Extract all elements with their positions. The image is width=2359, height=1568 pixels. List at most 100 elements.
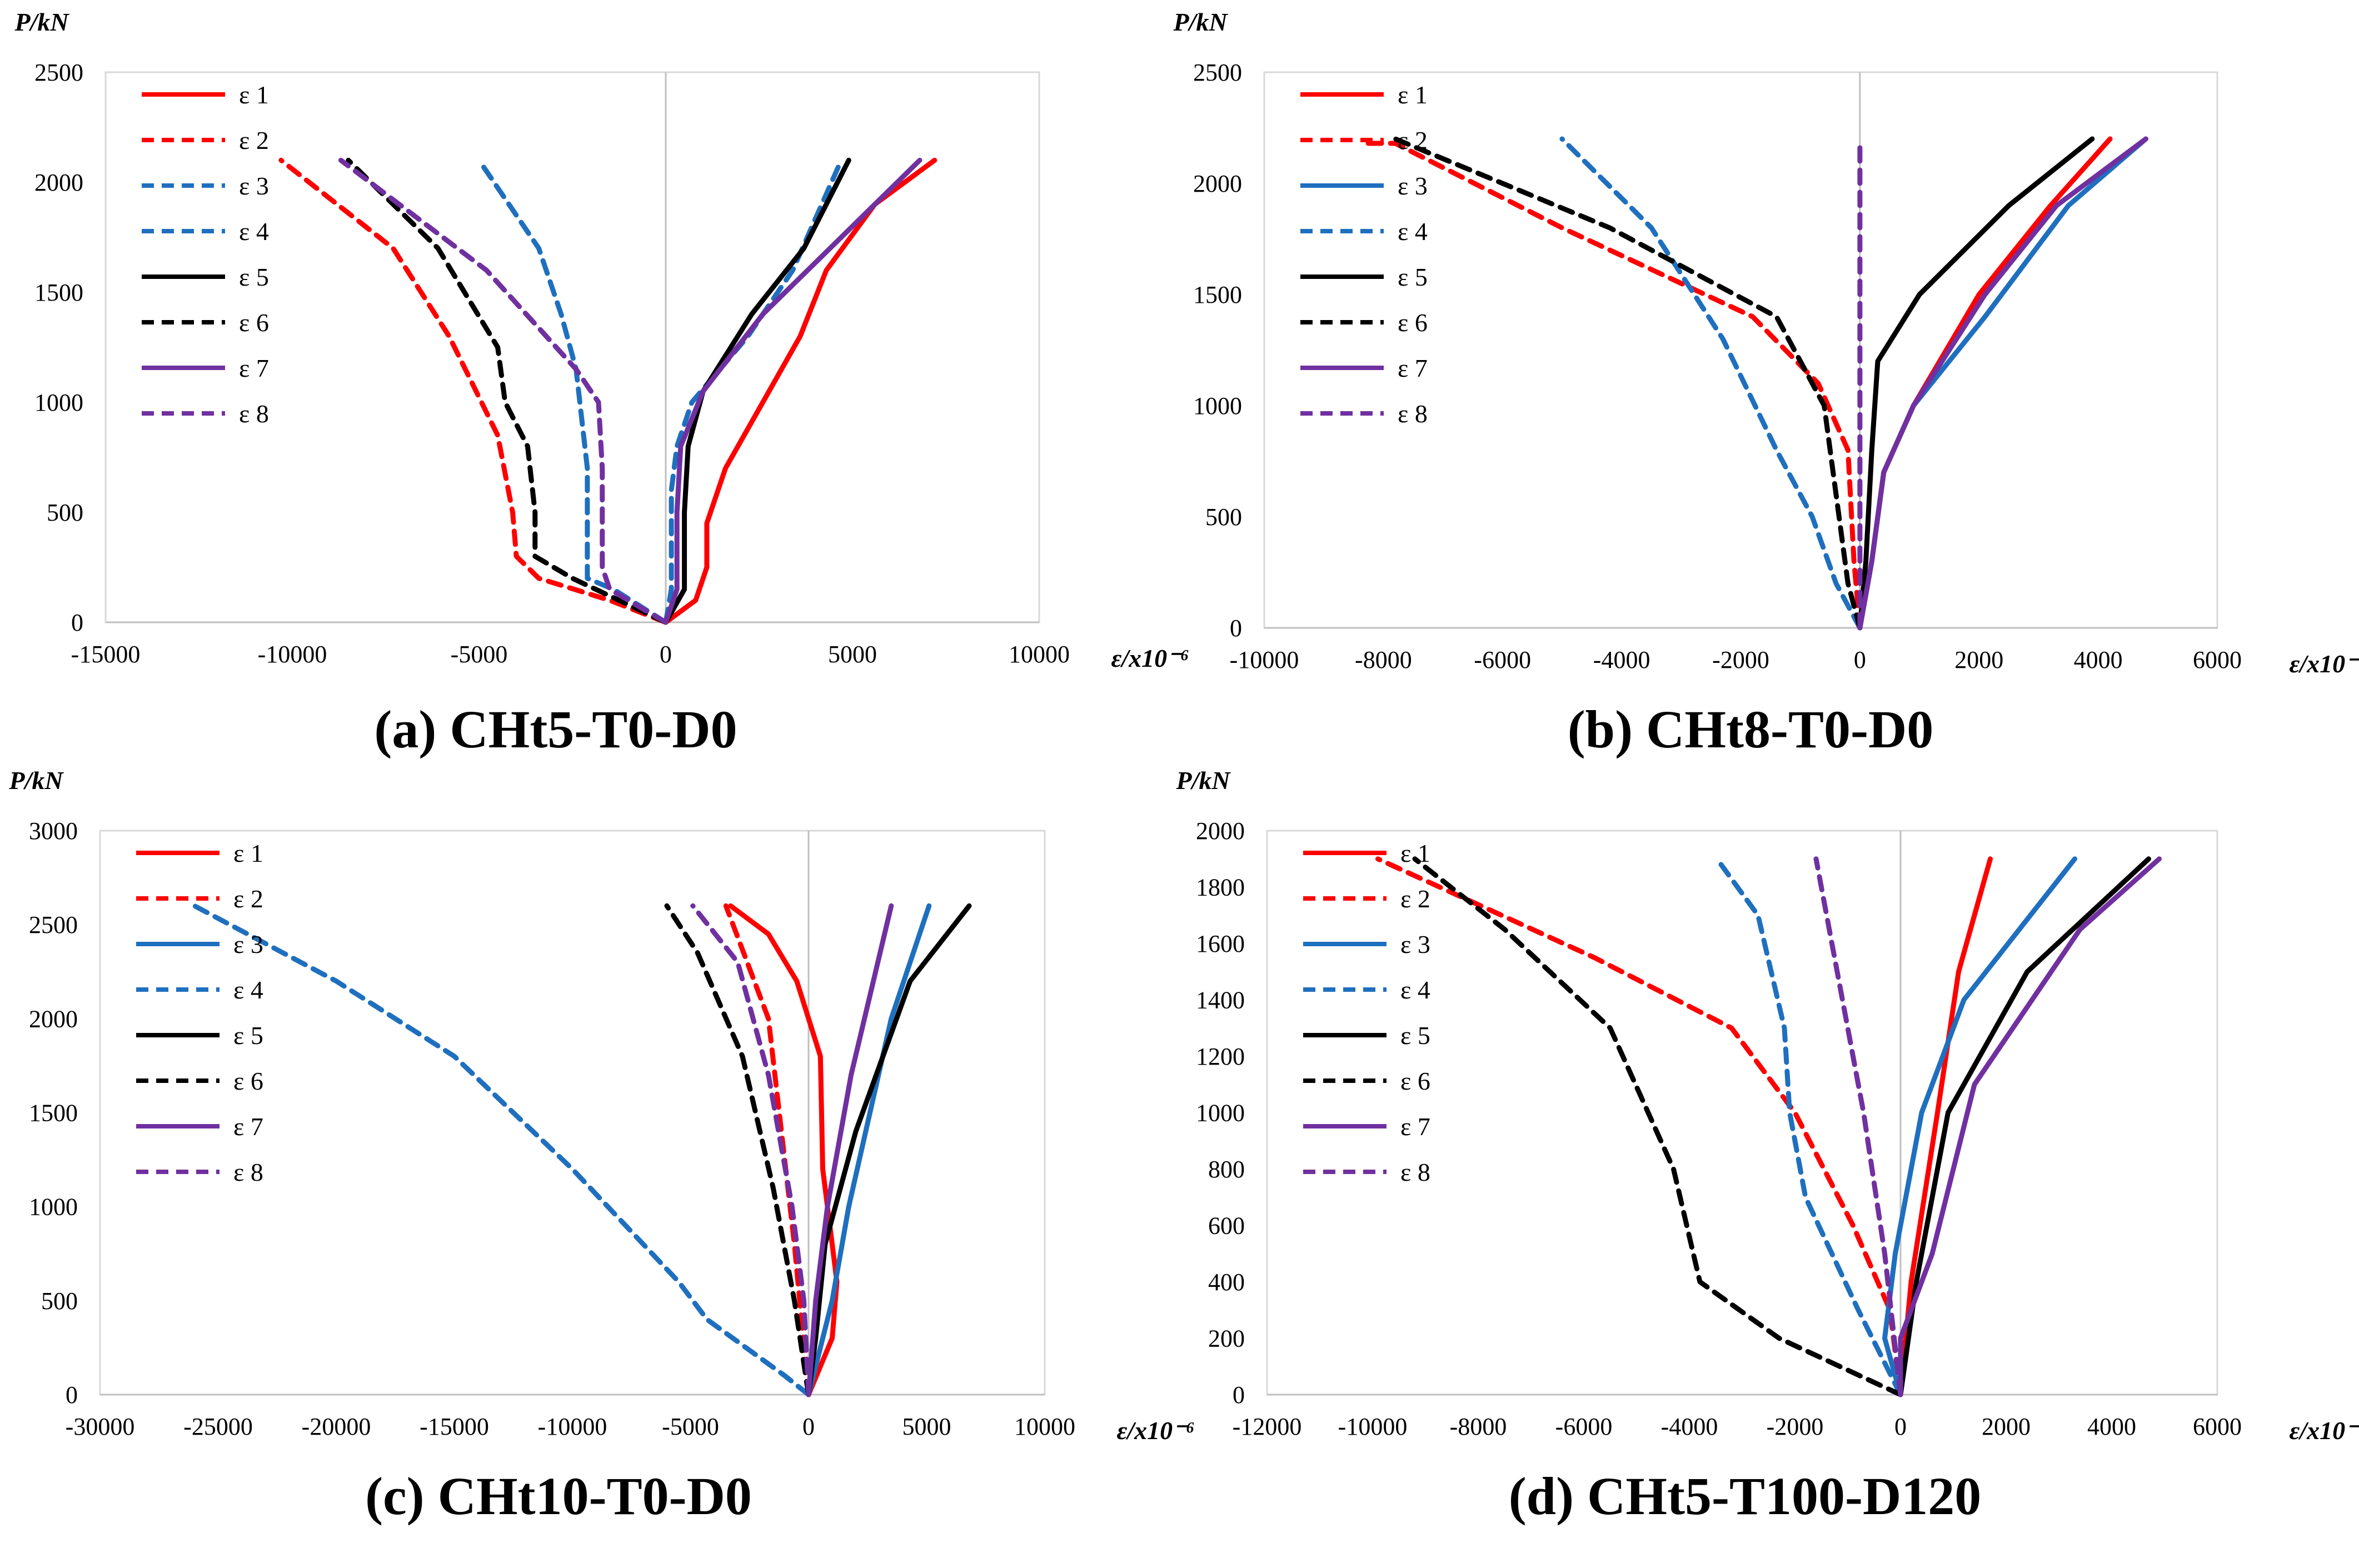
x-tick-label: -8000 [1450,1413,1507,1440]
series-line-7 [806,903,894,1397]
y-tick-label: 0 [66,1381,78,1409]
x-tick-label: -10000 [1230,646,1299,673]
x-tick-label: 4000 [2074,646,2123,673]
series-line-5 [663,157,851,625]
y-tick-label: 0 [1230,615,1242,642]
x-axis-title: ε/x10⁻⁶ [1111,644,1190,672]
series-line-4 [1559,136,1863,631]
series-line-7 [1857,136,2148,631]
legend-label-6: ε 6 [239,308,269,337]
y-tick-label: 500 [47,499,83,526]
series-line-2 [1363,141,1863,631]
x-tick-label: -6000 [1474,646,1531,673]
y-tick-label: 800 [1208,1156,1245,1183]
series-line-3 [806,903,932,1397]
series-line-7 [1898,856,2162,1397]
x-tick-label: 0 [1854,646,1866,673]
x-tick-label: -4000 [1661,1413,1718,1440]
series-line-2 [1375,856,1903,1397]
legend-label-1: ε 1 [239,81,269,109]
chart-b: -10000 -8000 -6000 -4000 -2000 0 2000 4000 6000 0… [1173,8,2359,759]
legend-label-6: ε 6 [1400,1067,1430,1095]
series-line-8 [1813,856,1903,1397]
series-line-3 [1882,856,2077,1397]
legend-label-2: ε 2 [239,126,269,154]
y-tick-label: 600 [1208,1212,1245,1240]
y-tick-label: 500 [41,1287,78,1315]
y-tick-label: 1500 [1193,281,1242,308]
y-tick-label: 2500 [29,911,78,938]
y-tick-label: 1400 [1196,987,1245,1014]
legend-label-4: ε 4 [1400,976,1430,1004]
x-tick-label: -2000 [1712,646,1769,673]
series-line-5 [1857,136,2095,631]
series-line-1 [663,157,937,625]
legend-label-4: ε 4 [233,976,263,1004]
series-line-8 [338,157,669,625]
x-tick-label: 2000 [1982,1413,2031,1440]
x-tick-label: -8000 [1355,646,1412,673]
x-axis-title: ε/x10⁻⁶ [2290,650,2359,678]
y-tick-label: 0 [1233,1381,1245,1409]
x-tick-label: 5000 [902,1413,951,1440]
x-tick-label: -10000 [1338,1413,1408,1440]
legend-label-8: ε 8 [233,1158,263,1186]
legend-label-1: ε 1 [233,839,263,867]
series-line-5 [1898,856,2151,1397]
legend-label-2: ε 2 [233,885,263,913]
legend-label-7: ε 7 [1400,1112,1430,1141]
legend-label-7: ε 7 [233,1112,263,1141]
legend-label-6: ε 6 [1398,308,1428,337]
x-tick-label: -12000 [1233,1413,1302,1440]
legend-label-5: ε 5 [1400,1021,1430,1050]
x-tick-label: 0 [1894,1413,1907,1440]
legend-label-3: ε 3 [239,172,269,200]
x-tick-label: -30000 [66,1413,135,1440]
x-tick-label: 10000 [1009,641,1070,668]
legend-label-8: ε 8 [1400,1158,1430,1186]
chart-d: -12000 -10000 -8000 -6000 -4000 -2000 0 2000 400… [1175,766,2359,1526]
y-tick-label: 1500 [29,1100,78,1127]
x-tick-label: -15000 [71,641,141,668]
y-tick-label: 200 [1208,1325,1245,1352]
x-tick-label: -6000 [1555,1413,1613,1440]
y-tick-label: 2000 [34,169,83,196]
x-tick-label: 10000 [1014,1413,1075,1440]
series-line-4 [1718,862,1903,1397]
series-line-2 [723,903,811,1397]
y-tick-label: 1200 [1196,1043,1245,1070]
x-tick-label: 5000 [828,641,877,668]
x-tick-label: 6000 [2193,1413,2242,1440]
series-line-7 [663,157,922,625]
panel-caption: (c) CHt10-T0-D0 [365,1466,752,1526]
x-tick-label: -5000 [662,1413,719,1440]
legend-label-7: ε 7 [239,354,269,382]
series-line-1 [728,903,840,1397]
y-tick-label: 3000 [29,817,78,845]
y-tick-label: 2000 [29,1005,78,1032]
series-line-6 [1412,856,1903,1397]
chart-a: -15000 -10000 -5000 0 5000 10000 0 500 1000 1500 2… [14,8,1189,759]
x-tick-label: 0 [660,641,672,668]
legend-label-3: ε 3 [233,930,263,958]
y-tick-label: 1600 [1196,930,1245,957]
legend-label-6: ε 6 [233,1067,263,1095]
x-axis-title: ε/x10⁻⁶ [1117,1416,1195,1445]
chart-c: -30000 -25000 -20000 -15000 -10000 -5000 0 5000… [8,766,1195,1526]
y-tick-label: 1000 [1196,1100,1245,1127]
y-tick-label: 2000 [1196,817,1245,845]
legend-label-1: ε 1 [1400,839,1430,867]
legend-label-3: ε 3 [1400,930,1430,958]
legend-label-2: ε 2 [1398,126,1428,154]
x-tick-label: -10000 [538,1413,607,1440]
x-tick-label: 0 [802,1413,815,1440]
x-tick-label: -25000 [183,1413,253,1440]
y-tick-label: 1000 [29,1194,78,1221]
legend-label-4: ε 4 [239,217,269,246]
x-tick-label: 2000 [1954,646,2003,673]
y-tick-label: 0 [71,609,83,636]
y-tick-label: 2500 [1193,59,1242,86]
y-tick-label: 1000 [34,389,83,416]
legend-label-5: ε 5 [1398,263,1428,291]
